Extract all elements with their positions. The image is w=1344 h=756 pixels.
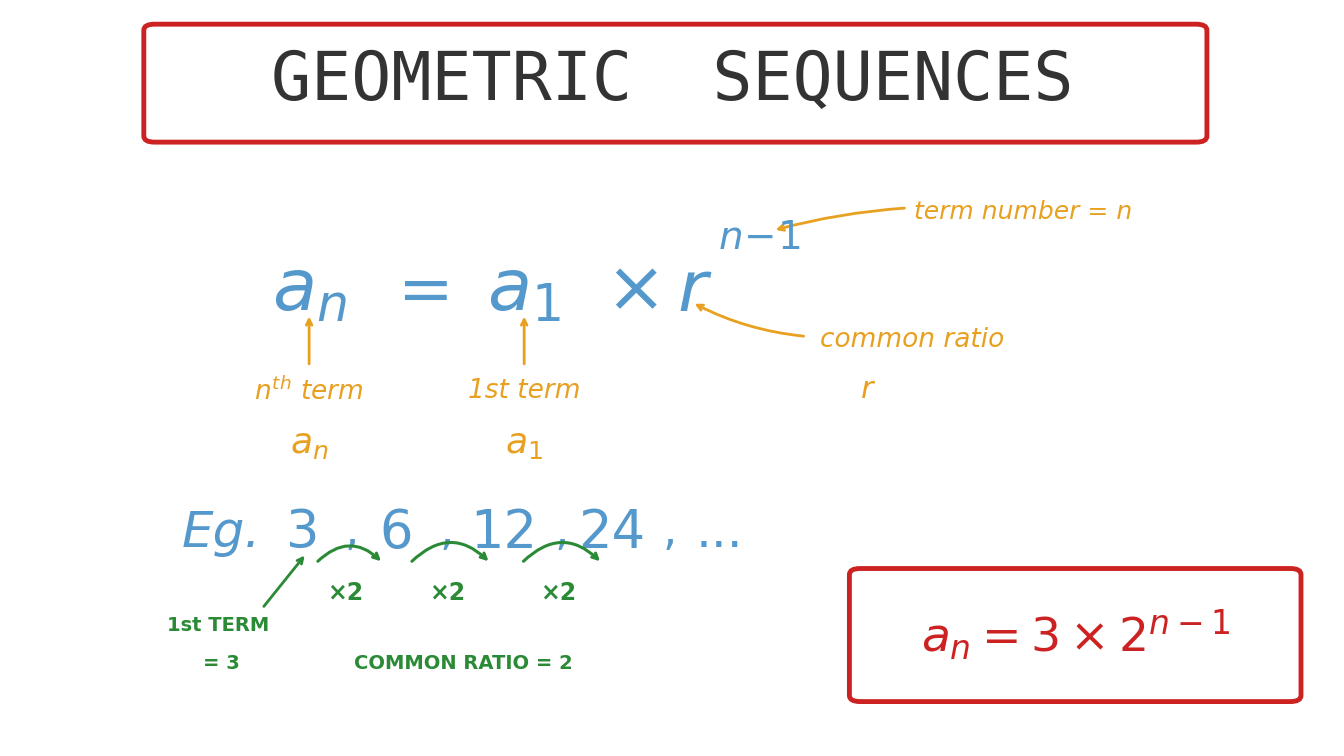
Text: $n^{th}$ term: $n^{th}$ term bbox=[254, 378, 364, 407]
Text: GEOMETRIC  SEQUENCES: GEOMETRIC SEQUENCES bbox=[270, 48, 1074, 114]
Text: ×2: ×2 bbox=[328, 581, 363, 606]
Text: 6: 6 bbox=[379, 507, 414, 559]
Text: ...: ... bbox=[695, 509, 743, 557]
Text: $a_n = 3\times2^{n-1}$: $a_n = 3\times2^{n-1}$ bbox=[921, 607, 1230, 663]
Text: $\times\, r$: $\times\, r$ bbox=[605, 256, 712, 326]
Text: $n\!-\!1$: $n\!-\!1$ bbox=[718, 219, 801, 257]
Text: ,: , bbox=[555, 512, 569, 554]
Text: 1st TERM: 1st TERM bbox=[167, 616, 269, 635]
Text: ,: , bbox=[439, 512, 453, 554]
Text: COMMON RATIO = 2: COMMON RATIO = 2 bbox=[355, 654, 573, 673]
FancyBboxPatch shape bbox=[849, 569, 1301, 702]
Text: ×2: ×2 bbox=[430, 581, 465, 606]
Text: ,: , bbox=[663, 512, 676, 554]
Text: Eg.: Eg. bbox=[181, 509, 261, 557]
Text: 12: 12 bbox=[470, 507, 538, 559]
Text: $a_1$: $a_1$ bbox=[505, 427, 543, 461]
Text: $a_n$: $a_n$ bbox=[290, 427, 328, 461]
Text: = 3: = 3 bbox=[203, 654, 241, 673]
Text: $a_1$: $a_1$ bbox=[488, 256, 560, 326]
Text: 24: 24 bbox=[578, 507, 645, 559]
Text: $=$: $=$ bbox=[384, 258, 449, 324]
Text: 3: 3 bbox=[286, 507, 319, 559]
Text: ,: , bbox=[345, 512, 359, 554]
Text: common ratio: common ratio bbox=[820, 327, 1004, 353]
Text: $a_n$: $a_n$ bbox=[271, 256, 347, 326]
Text: ×2: ×2 bbox=[540, 581, 575, 606]
Text: 1st term: 1st term bbox=[468, 378, 581, 404]
Text: r: r bbox=[860, 375, 874, 404]
Text: term number = n: term number = n bbox=[914, 200, 1132, 224]
FancyBboxPatch shape bbox=[144, 24, 1207, 142]
